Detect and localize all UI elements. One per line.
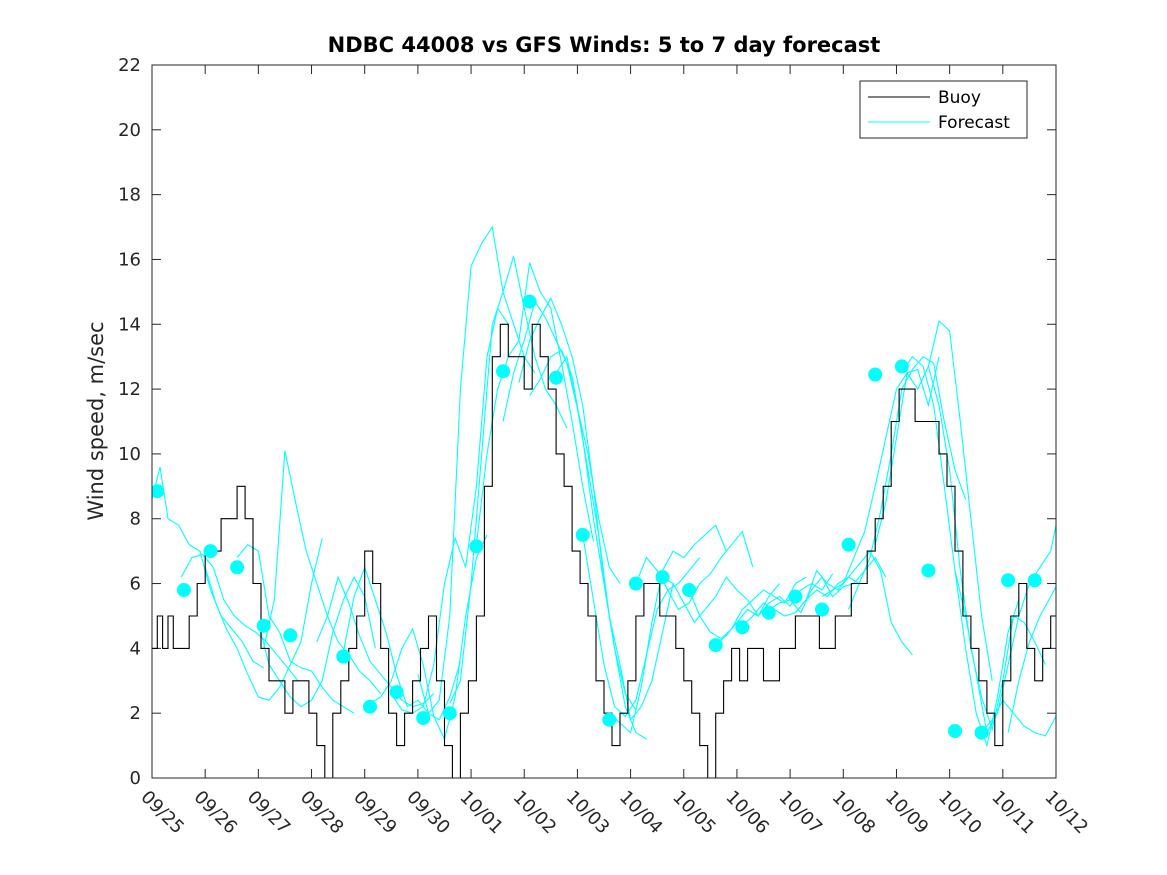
- y-tick-label: 8: [130, 509, 141, 530]
- forecast-line-12: [475, 262, 594, 545]
- forecast-point: [868, 367, 883, 382]
- forecast-point: [682, 583, 697, 597]
- y-tick-label: 0: [130, 768, 141, 789]
- forecast-point: [628, 576, 643, 591]
- forecast-point: [655, 570, 670, 585]
- forecast-point: [469, 539, 484, 554]
- forecast-point: [176, 583, 191, 597]
- forecast-line-4: [257, 575, 376, 708]
- forecast-point: [203, 544, 218, 559]
- forecast-line-3: [236, 543, 355, 714]
- chart-title: NDBC 44008 vs GFS Winds: 5 to 7 day fore…: [328, 33, 881, 57]
- forecast-line-22: [715, 573, 834, 646]
- forecast-point: [283, 628, 298, 643]
- forecast-line-20: [662, 576, 780, 624]
- buoy-line: [152, 323, 1056, 778]
- series-layer: [152, 225, 1056, 778]
- forecast-point: [575, 527, 590, 542]
- forecast-line-24: [768, 556, 887, 614]
- forecast-point: [708, 638, 723, 653]
- legend-label-buoy: Buoy: [938, 88, 981, 108]
- forecast-line-11: [449, 256, 568, 704]
- forecast-line-18: [608, 524, 727, 734]
- y-axis-ticks: 0 2 4 6 8 10 12 14 16 18 20 22: [118, 55, 1056, 789]
- forecast-point: [522, 294, 537, 309]
- forecast-line-5: [263, 450, 382, 695]
- forecast-point: [841, 537, 856, 552]
- y-tick-label: 4: [130, 638, 141, 659]
- legend: Buoy Forecast: [859, 80, 1028, 139]
- forecast-line-2: [204, 538, 323, 701]
- forecast-point: [256, 618, 271, 633]
- forecast-line-25: [794, 550, 913, 656]
- y-tick-label: 2: [130, 703, 141, 724]
- forecast-line-16: [555, 355, 674, 721]
- forecast-point: [921, 563, 936, 578]
- forecast-line-8: [369, 534, 488, 741]
- plot-area: [152, 65, 1056, 778]
- legend-label-forecast: Forecast: [938, 113, 1010, 133]
- forecast-point: [416, 711, 431, 725]
- y-tick-label: 16: [118, 249, 141, 270]
- y-tick-label: 20: [118, 120, 141, 141]
- forecast-line-33: [1007, 586, 1056, 733]
- forecast-line-6: [316, 575, 435, 708]
- forecast-line-21: [688, 576, 807, 640]
- forecast-point: [549, 370, 564, 385]
- forecast-point: [815, 602, 829, 617]
- forecast-point: [230, 560, 245, 575]
- forecast-line-29: [901, 355, 1020, 748]
- plot-frame: [151, 64, 1057, 779]
- forecast-line-10: [417, 225, 536, 715]
- y-tick-label: 10: [118, 444, 141, 465]
- forecast-point: [602, 712, 617, 727]
- y-tick-label: 14: [118, 314, 141, 335]
- forecast-point: [948, 724, 962, 738]
- forecast-line-1: [180, 553, 299, 682]
- forecast-line-28: [874, 319, 993, 681]
- forecast-line-32: [981, 699, 1056, 737]
- y-tick-label: 22: [118, 55, 141, 76]
- forecast-point: [336, 649, 351, 664]
- forecast-line-17: [582, 534, 701, 718]
- forecast-point: [735, 620, 750, 635]
- forecast-line-13: [502, 300, 621, 584]
- forecast-point: [1001, 573, 1016, 588]
- forecast-point: [788, 589, 803, 604]
- forecast-point: [974, 725, 989, 740]
- forecast-point: [894, 359, 909, 374]
- forecast-line-15: [529, 349, 647, 740]
- forecast-point: [496, 364, 510, 379]
- forecast-line-26: [821, 356, 940, 597]
- y-tick-label: 6: [130, 574, 141, 595]
- forecast-line-27: [848, 355, 967, 610]
- forecast-point: [152, 484, 165, 499]
- forecast-line-31: [954, 525, 1056, 735]
- y-tick-label: 18: [118, 185, 141, 206]
- y-axis-label: Wind speed, m/sec: [84, 321, 108, 520]
- forecast-point: [363, 699, 377, 714]
- forecast-point: [442, 706, 457, 721]
- forecast-point: [389, 685, 404, 700]
- y-tick-label: 12: [118, 379, 141, 400]
- forecast-point: [761, 605, 776, 620]
- forecast-point: [1027, 573, 1042, 588]
- legend-box: [859, 80, 1028, 139]
